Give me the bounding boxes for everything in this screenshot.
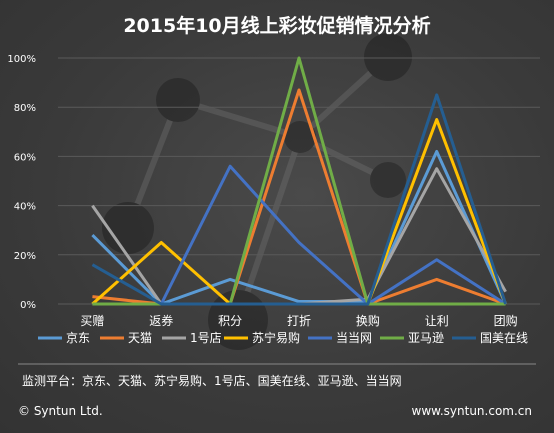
legend-label: 1号店 xyxy=(190,331,222,345)
legend-label: 苏宁易购 xyxy=(252,330,300,345)
copyright-text: © Syntun Ltd. xyxy=(18,404,103,418)
x-category-label: 换购 xyxy=(356,313,380,328)
y-tick-label: 80% xyxy=(14,103,36,114)
y-tick-label: 100% xyxy=(7,54,36,65)
series-line xyxy=(91,93,507,306)
x-category-label: 积分 xyxy=(218,314,242,328)
website-text: www.syntun.com.cn xyxy=(412,404,533,418)
legend: 京东 天猫 1号店 苏宁易购 当当网 亚马逊 国美在线 xyxy=(38,330,528,345)
y-tick-label: 20% xyxy=(14,251,36,262)
x-category-label: 返券 xyxy=(149,313,173,328)
chart-title: 2015年10月线上彩妆促销情况分析 xyxy=(123,14,430,37)
legend-label: 当当网 xyxy=(336,331,372,345)
x-category-label: 打折 xyxy=(287,313,311,328)
legend-label: 天猫 xyxy=(128,331,152,345)
legend-label: 京东 xyxy=(66,331,90,345)
y-axis-ticks: 0% 20% 40% 60% 80% 100% xyxy=(7,54,36,311)
y-tick-label: 60% xyxy=(14,152,36,163)
monitor-note: 监测平台：京东、天猫、苏宁易购、1号店、国美在线、亚马逊、当当网 xyxy=(22,373,402,388)
legend-label: 亚马逊 xyxy=(408,331,444,345)
y-tick-label: 0% xyxy=(20,300,36,311)
series-line xyxy=(91,167,507,306)
series-lines xyxy=(91,56,507,306)
x-category-label: 买赠 xyxy=(80,314,104,328)
y-tick-label: 40% xyxy=(14,202,36,213)
x-category-label: 团购 xyxy=(494,313,518,328)
x-axis-categories: 买赠 返券 积分 打折 换购 让利 团购 xyxy=(80,313,517,328)
legend-label: 国美在线 xyxy=(480,331,528,345)
gridlines xyxy=(58,57,540,305)
x-category-label: 让利 xyxy=(425,314,449,328)
